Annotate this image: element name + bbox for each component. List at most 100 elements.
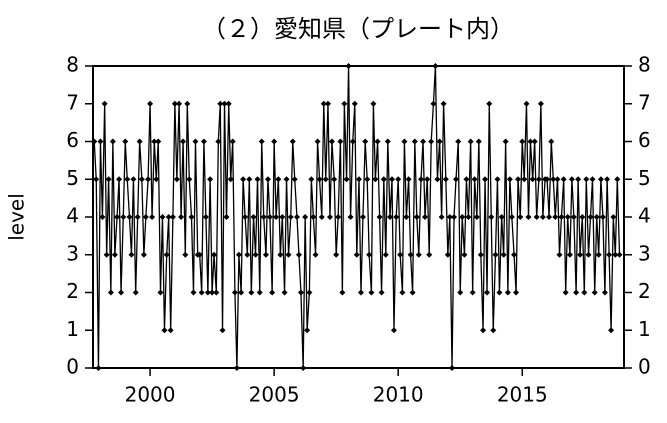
y-tick-label-right: 3	[638, 241, 651, 265]
point	[202, 214, 209, 220]
point	[399, 289, 406, 296]
point	[238, 289, 245, 296]
y-tick-label: 2	[66, 279, 79, 303]
point	[136, 138, 143, 145]
point	[434, 176, 441, 183]
point	[550, 176, 557, 183]
point	[581, 289, 588, 296]
point	[142, 214, 149, 220]
point	[546, 214, 553, 220]
point	[269, 289, 276, 296]
point	[277, 251, 284, 258]
point	[312, 251, 319, 258]
point	[535, 176, 542, 183]
point	[357, 289, 364, 296]
point	[599, 214, 606, 220]
point	[337, 138, 344, 145]
point	[537, 100, 544, 107]
point	[287, 214, 294, 220]
point	[107, 289, 114, 296]
point	[314, 138, 321, 145]
point	[161, 327, 168, 334]
point	[401, 138, 408, 145]
point	[149, 214, 156, 220]
point	[502, 138, 509, 145]
point	[279, 214, 286, 220]
y-tick-label: 6	[66, 128, 79, 152]
x-tick-label: 2000	[125, 383, 176, 407]
point	[601, 289, 608, 296]
point	[467, 138, 474, 145]
point	[616, 251, 623, 258]
point	[496, 289, 503, 296]
point	[335, 214, 342, 220]
point	[169, 214, 176, 220]
point	[109, 138, 116, 145]
point	[583, 176, 590, 183]
y-tick-label: 4	[66, 204, 79, 228]
point	[221, 100, 228, 107]
point	[349, 138, 356, 145]
point	[244, 251, 251, 258]
point	[229, 138, 236, 145]
y-tick-label-right: 2	[638, 279, 651, 303]
point	[306, 289, 313, 296]
point	[366, 251, 373, 258]
point	[378, 289, 385, 296]
point	[490, 327, 497, 334]
point	[256, 289, 263, 296]
point	[198, 289, 205, 296]
point	[556, 251, 563, 258]
point	[97, 138, 104, 145]
point	[597, 176, 604, 183]
point	[376, 214, 383, 220]
point	[225, 100, 232, 107]
point	[297, 289, 304, 296]
x-tick-label: 2015	[497, 383, 548, 407]
point	[384, 138, 391, 145]
point	[114, 214, 121, 220]
point	[405, 176, 412, 183]
point	[473, 214, 480, 220]
point	[484, 289, 491, 296]
y-tick-label: 8	[66, 53, 79, 77]
point	[122, 138, 129, 145]
point	[531, 138, 538, 145]
point	[246, 176, 253, 183]
point	[355, 176, 362, 183]
y-tick-label-right: 4	[638, 204, 651, 228]
point	[585, 251, 592, 258]
y-tick-label-right: 0	[638, 355, 651, 379]
point	[254, 176, 261, 183]
point	[182, 251, 189, 258]
x-tick-label: 2010	[373, 383, 424, 407]
point	[140, 251, 147, 258]
point	[568, 176, 575, 183]
point	[258, 138, 265, 145]
point	[397, 251, 404, 258]
y-tick-label-right: 6	[638, 128, 651, 152]
point	[482, 176, 489, 183]
point	[176, 100, 183, 107]
point	[457, 289, 464, 296]
point	[424, 176, 431, 183]
point	[196, 251, 203, 258]
point	[151, 138, 158, 145]
point	[159, 214, 166, 220]
y-tick-label: 1	[66, 317, 79, 341]
point	[219, 327, 226, 334]
point	[99, 214, 106, 220]
point	[411, 138, 418, 145]
point	[341, 100, 348, 107]
point	[173, 176, 180, 183]
point	[430, 100, 437, 107]
point	[587, 214, 594, 220]
point	[213, 289, 220, 296]
point	[105, 176, 112, 183]
point	[347, 214, 354, 220]
point	[511, 251, 518, 258]
point	[111, 251, 118, 258]
point	[318, 214, 325, 220]
point	[523, 100, 530, 107]
point	[283, 176, 290, 183]
